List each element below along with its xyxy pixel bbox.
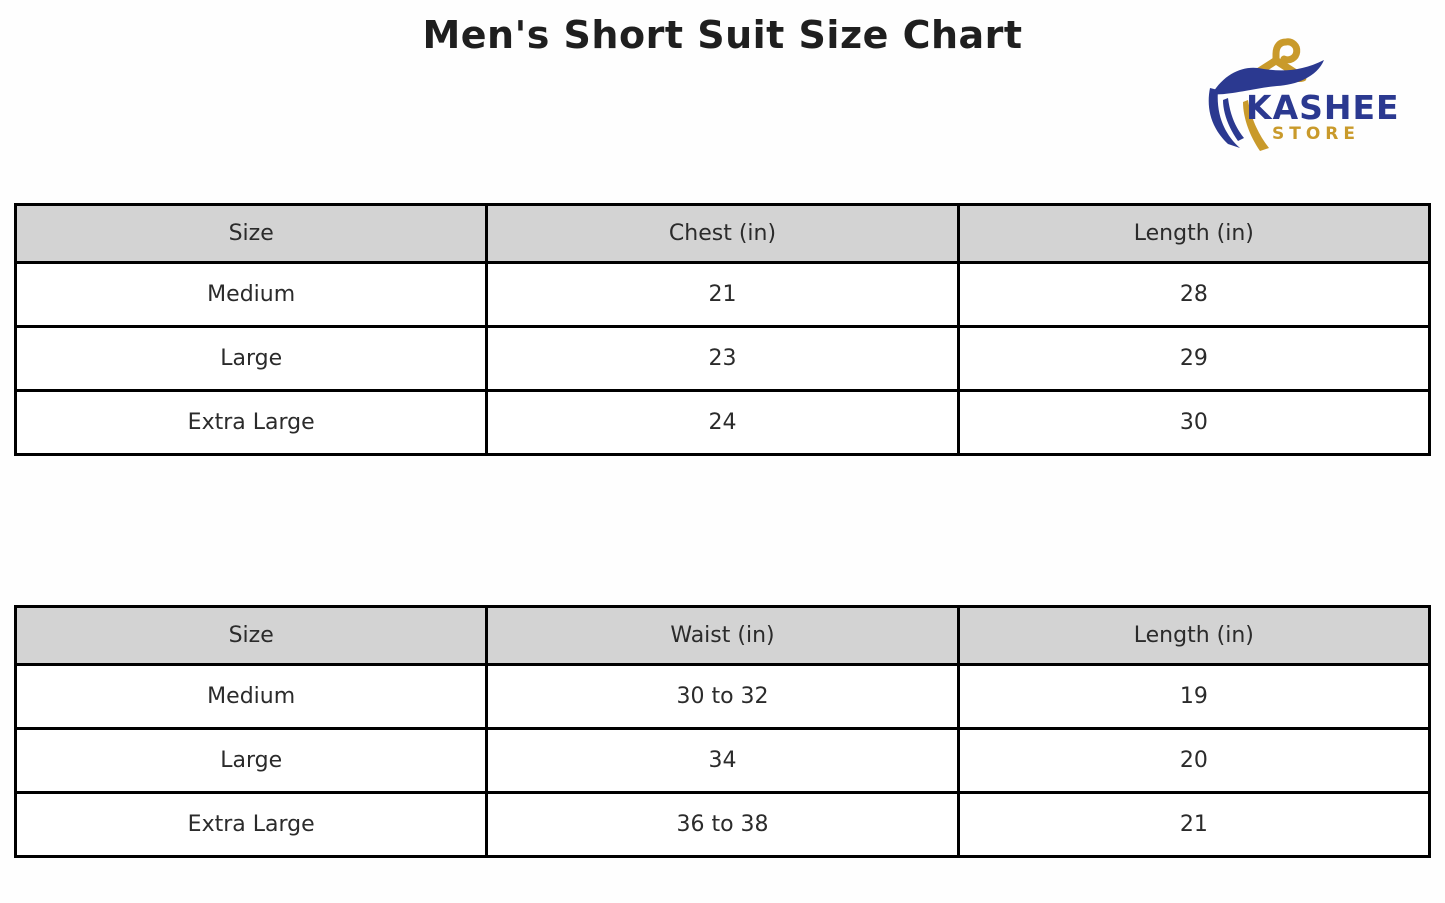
logo-brand-text: KASHEE [1246, 88, 1400, 127]
column-header-waist: Waist (in) [485, 605, 960, 666]
chest-cell: 24 [485, 389, 960, 456]
size-cell: Large [13, 727, 489, 794]
length-cell: 29 [956, 325, 1432, 392]
table-row: Medium 30 to 32 19 [13, 663, 1432, 730]
table-row: Extra Large 36 to 38 21 [13, 791, 1432, 858]
size-cell: Large [13, 325, 489, 392]
size-cell: Medium [13, 261, 489, 328]
column-header-size: Size [13, 605, 489, 666]
table-row: Extra Large 24 30 [13, 389, 1432, 456]
column-header-length: Length (in) [956, 605, 1432, 666]
length-cell: 20 [956, 727, 1432, 794]
table-row: Medium 21 28 [13, 261, 1432, 328]
size-cell: Extra Large [13, 389, 489, 456]
column-header-length: Length (in) [956, 203, 1432, 264]
size-cell: Extra Large [13, 791, 489, 858]
hanger-icon [1208, 38, 1324, 151]
size-cell: Medium [13, 663, 489, 730]
waist-cell: 30 to 32 [485, 663, 960, 730]
column-header-chest: Chest (in) [485, 203, 960, 264]
length-cell: 19 [956, 663, 1432, 730]
shirt-size-table: Size Chest (in) Length (in) Medium 21 28… [13, 203, 1432, 456]
page-title: Men's Short Suit Size Chart [422, 13, 1023, 57]
table-row: Large 34 20 [13, 727, 1432, 794]
brand-logo: KASHEE STORE [1198, 22, 1399, 162]
length-cell: 21 [956, 791, 1432, 858]
chest-cell: 21 [485, 261, 960, 328]
waist-cell: 36 to 38 [485, 791, 960, 858]
chest-cell: 23 [485, 325, 960, 392]
table-header-row: Size Chest (in) Length (in) [13, 203, 1432, 264]
length-cell: 28 [956, 261, 1432, 328]
table-header-row: Size Waist (in) Length (in) [13, 605, 1432, 666]
column-header-size: Size [13, 203, 489, 264]
length-cell: 30 [956, 389, 1432, 456]
logo-tagline-text: STORE [1272, 124, 1360, 144]
short-size-table: Size Waist (in) Length (in) Medium 30 to… [13, 605, 1432, 858]
table-row: Large 23 29 [13, 325, 1432, 392]
waist-cell: 34 [485, 727, 960, 794]
